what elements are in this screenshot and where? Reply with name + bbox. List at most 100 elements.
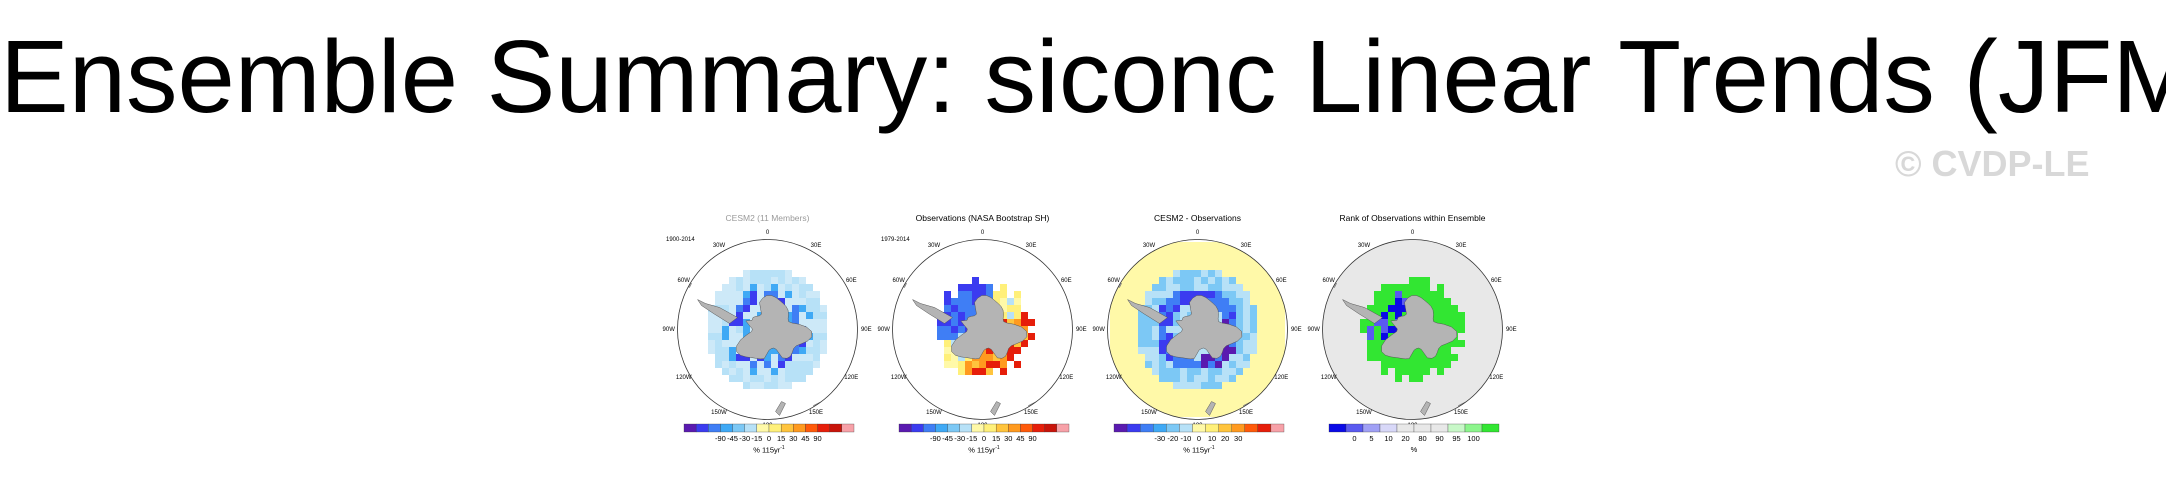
new-zealand [775,401,786,416]
longitude-label: 30E [1455,242,1467,249]
longitude-label: 150E [1453,410,1469,417]
colorbar-tick-label: -20 [1167,434,1179,443]
longitude-label: 90E [1075,326,1087,333]
longitude-label: 150W [1141,410,1157,417]
antarctica-landmass [951,295,1028,360]
antarctic-peninsula [911,298,953,324]
colorbar-swatch [1481,423,1500,433]
longitude-label: 150W [1356,410,1372,417]
colorbar-tick-label: -45 [727,434,738,443]
colorbar-swatch [1328,423,1347,433]
colorbar-tick-label: 30 [1234,434,1243,443]
polar-stereographic-map [1107,239,1288,420]
colorbar-swatch [1218,423,1232,433]
colorbar-tick-label: 15 [991,434,1001,443]
longitude-label: 0 [1410,230,1415,237]
colorbar-tick-label: 30 [789,434,798,443]
period-label: 1900-2014 [666,237,695,243]
colorbar: -30 -20 -10 0 10 20 30 % 115yr-1 [1105,423,1293,459]
period-label: 1979-2014 [881,237,910,243]
colorbar-tick-label: -45 [942,434,953,443]
longitude-label: 120W [890,375,907,381]
colorbar-tick-label: 30 [1004,434,1013,443]
colorbar-swatch [1244,423,1258,433]
colorbar-tick-label: 20 [1401,434,1410,443]
longitude-label: 60E [1490,277,1502,284]
colorbar: 0 5 10 20 80 90 95 100% [1320,423,1508,459]
longitude-label: 30W [927,242,941,249]
colorbar-swatch [768,423,782,433]
antarctic-peninsula [1126,298,1168,324]
colorbar-swatch [1179,423,1193,433]
map-panel: Rank of Observations within Ensemble 0 30E… [1305,210,1520,460]
antarctica-landmass [1381,295,1458,360]
colorbar-tick-label: 0 [1196,434,1202,443]
antarctic-peninsula [1341,298,1383,324]
longitude-label: 90W [662,326,675,333]
colorbar-unit: % 115yr-1 [968,445,1000,455]
colorbar-swatch [829,423,843,433]
colorbar-swatch [1153,423,1167,433]
colorbar-tick-label: 0 [981,434,987,443]
colorbar-swatch [708,423,721,433]
colorbar-swatch [1362,423,1381,433]
longitude-label: 90E [1290,326,1302,333]
colorbar-swatch [1447,423,1466,433]
colorbar-tick-label: 90 [1435,434,1444,443]
colorbar-tick-label: 15 [776,434,786,443]
longitude-label: 0 [980,230,985,237]
longitude-label: 120W [675,375,692,381]
colorbar-tick-label: -30 [739,434,751,443]
colorbar-swatch [910,423,924,433]
colorbar-swatch [1345,423,1364,433]
colorbar-swatches [683,423,855,433]
colorbar-tick-label: 100 [1467,434,1480,443]
colorbar-tick-label: 10 [1384,434,1393,443]
colorbar-swatch [971,423,985,433]
polar-stereographic-map [1322,239,1503,420]
watermark: © CVDP-LE [1895,143,2090,184]
longitude-label: 30W [1357,242,1371,249]
longitude-label: 0 [765,230,770,237]
longitude-label: 120E [1059,375,1074,381]
map-panel: CESM2 - Observations030E60E90E120E150E18… [1090,210,1305,460]
map-boundary [1107,239,1288,420]
longitude-label: 60E [845,277,857,284]
colorbar-swatch [1257,423,1272,433]
colorbar-swatch [1430,423,1449,433]
longitude-label: 30E [1025,242,1037,249]
panel-title: CESM2 - Observations [1154,213,1241,223]
colorbar-tick-label: 45 [1016,434,1025,443]
colorbar-swatch [923,423,936,433]
polar-stereographic-map [677,239,858,420]
colorbar-swatch [793,423,806,433]
map-boundary [892,239,1073,420]
map-panel: CESM2 (11 Members) 1900-2014 0 30E 60E 90E 120… [660,210,875,460]
colorbar-swatch [1270,423,1285,433]
colorbar-tick-label: 90 [813,434,822,443]
antarctica-landmass [1166,295,1243,360]
longitude-label: 150E [1238,410,1254,417]
colorbar-swatch [720,423,733,433]
map-panel: Observations (NASA Bootstrap SH) 1979-201… [875,210,1090,460]
longitude-label: 90W [877,326,890,333]
colorbar-swatch [1032,423,1045,433]
colorbar-swatch [1140,423,1154,433]
longitude-label: 150E [1023,410,1039,417]
colorbar-swatch [898,423,912,433]
longitude-label: 120E [1489,375,1504,381]
longitude-label: 90W [1092,326,1105,333]
panel-title: Observations (NASA Bootstrap SH) [915,213,1050,223]
colorbar-swatches [1113,423,1285,433]
longitude-label: 120W [1320,375,1337,381]
colorbar-tick-label: 90 [1028,434,1037,443]
longitude-label: 60E [1275,277,1287,284]
colorbar: -90 -45 -30 -15 0 15 30 45 90 % 115yr-1 [675,423,863,459]
colorbar-unit: % [1410,445,1418,454]
panel-title: CESM2 (11 Members) [725,213,810,223]
colorbar: -90 -45 -30 -15 0 15 30 45 90 % 115yr-1 [890,423,1078,459]
colorbar-swatch [1044,423,1058,433]
colorbar-swatch [1231,423,1245,433]
antarctic-peninsula [696,298,738,324]
map-boundary [1322,239,1503,420]
